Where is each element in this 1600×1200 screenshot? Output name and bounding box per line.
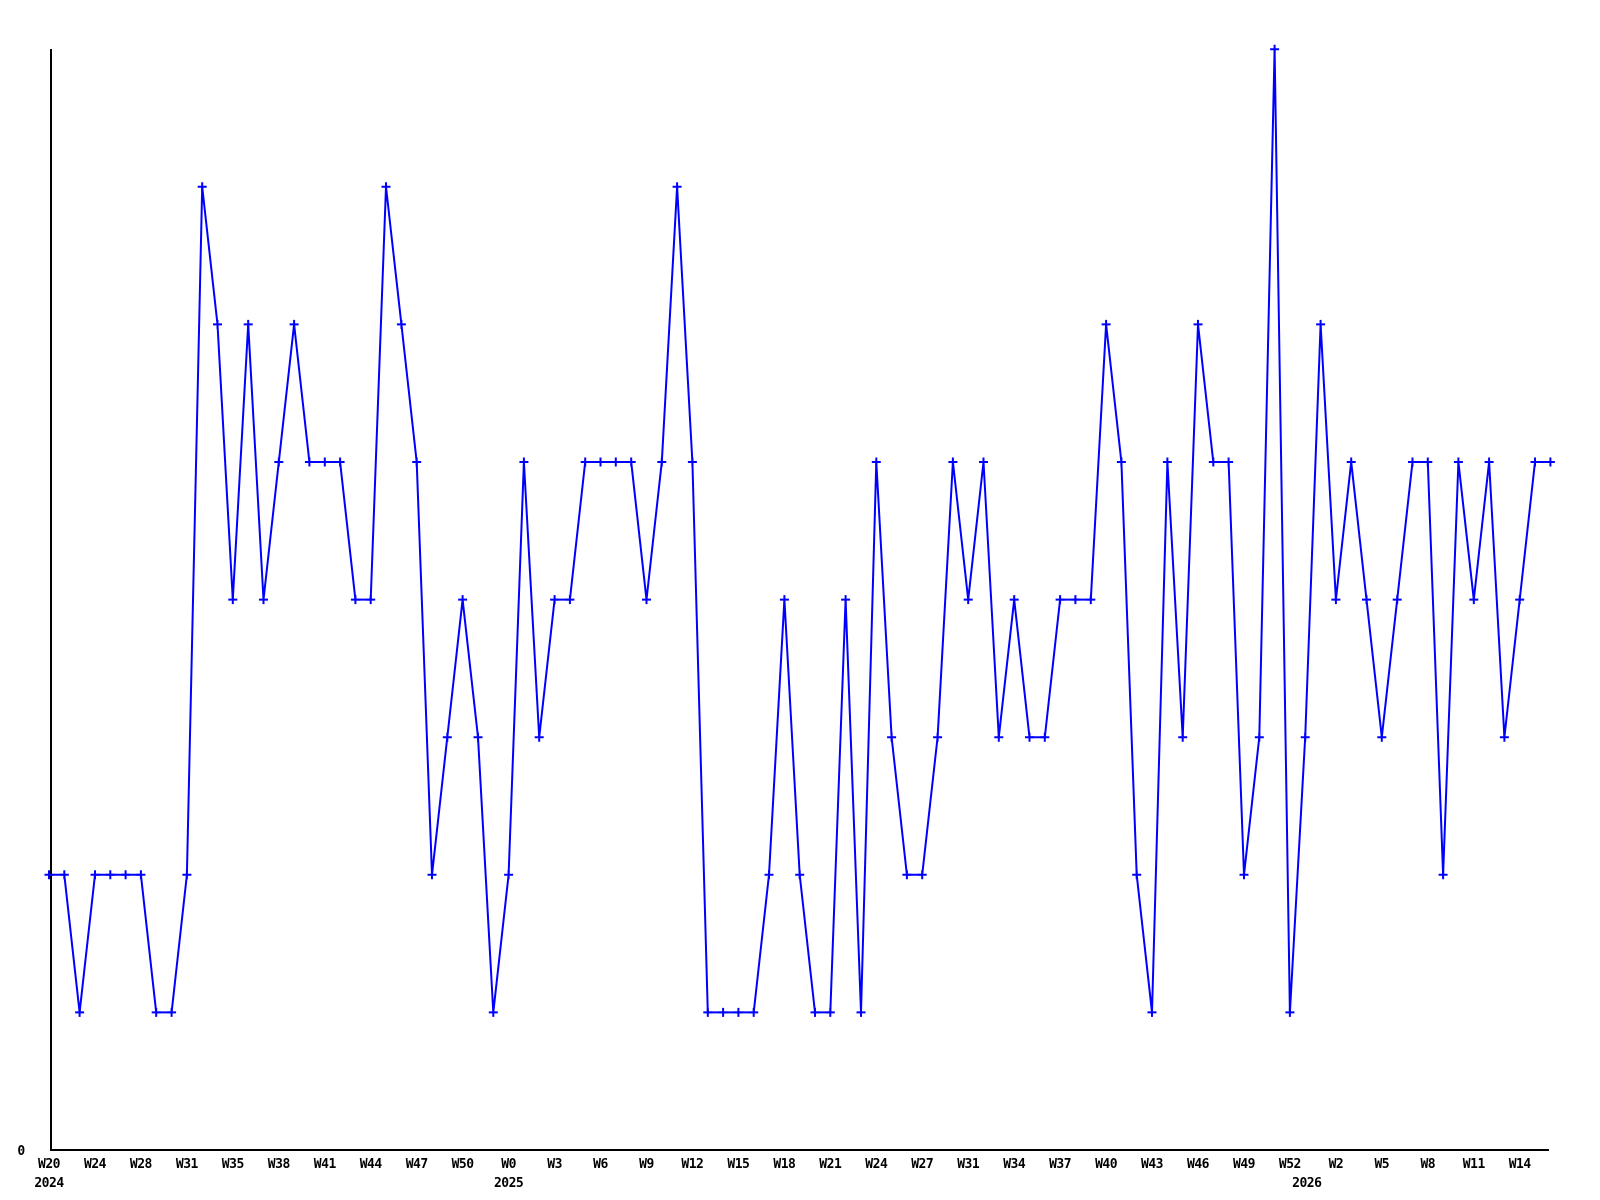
x-year-label: 2026 bbox=[1292, 1176, 1322, 1191]
x-tick-label: W5 bbox=[1374, 1157, 1389, 1172]
data-point-markers bbox=[44, 44, 1555, 1017]
x-tick-label: W2 bbox=[1329, 1157, 1344, 1172]
axes: 0 bbox=[17, 49, 1549, 1159]
x-tick-label: W35 bbox=[222, 1157, 244, 1172]
x-tick-label: W44 bbox=[360, 1157, 383, 1172]
x-tick-label: W24 bbox=[84, 1157, 107, 1172]
x-tick-label: W9 bbox=[639, 1157, 654, 1172]
x-tick-label: W47 bbox=[406, 1157, 428, 1172]
x-tick-label: W6 bbox=[593, 1157, 608, 1172]
x-tick-labels: W20 W24 W28 W31 W35 W38 W41 W44 W47 W50 W0 W3 W6 W9 W1… bbox=[38, 1157, 1532, 1172]
x-tick-label: W24 bbox=[865, 1157, 888, 1172]
x-tick-label: W0 bbox=[501, 1157, 516, 1172]
x-tick-label: W46 bbox=[1187, 1157, 1210, 1172]
line-series bbox=[44, 44, 1555, 1017]
x-tick-label: W38 bbox=[268, 1157, 291, 1172]
x-tick-label: W28 bbox=[130, 1157, 153, 1172]
x-tick-label: W52 bbox=[1279, 1157, 1301, 1172]
x-tick-label: W8 bbox=[1420, 1157, 1435, 1172]
x-tick-label: W31 bbox=[957, 1157, 980, 1172]
x-tick-label: W20 bbox=[38, 1157, 61, 1172]
x-year-labels: 2024 2025 2026 bbox=[34, 1176, 1322, 1191]
x-tick-label: W49 bbox=[1233, 1157, 1255, 1172]
x-tick-label: W27 bbox=[911, 1157, 933, 1172]
x-tick-label: W41 bbox=[314, 1157, 337, 1172]
x-year-label: 2025 bbox=[494, 1176, 523, 1191]
x-tick-label: W3 bbox=[547, 1157, 562, 1172]
x-tick-label: W34 bbox=[1003, 1157, 1026, 1172]
x-tick-label: W31 bbox=[176, 1157, 199, 1172]
x-tick-label: W15 bbox=[727, 1157, 749, 1172]
y-axis-zero-label: 0 bbox=[17, 1144, 25, 1159]
x-tick-label: W14 bbox=[1509, 1157, 1532, 1172]
x-tick-label: W37 bbox=[1049, 1157, 1071, 1172]
x-tick-label: W40 bbox=[1095, 1157, 1118, 1172]
x-tick-label: W12 bbox=[681, 1157, 703, 1172]
x-tick-label: W50 bbox=[452, 1157, 475, 1172]
x-year-label: 2024 bbox=[34, 1176, 64, 1191]
x-tick-label: W21 bbox=[819, 1157, 842, 1172]
x-tick-label: W11 bbox=[1463, 1157, 1486, 1172]
x-tick-label: W43 bbox=[1141, 1157, 1163, 1172]
series-polyline bbox=[49, 49, 1551, 1014]
x-tick-label: W18 bbox=[773, 1157, 796, 1172]
